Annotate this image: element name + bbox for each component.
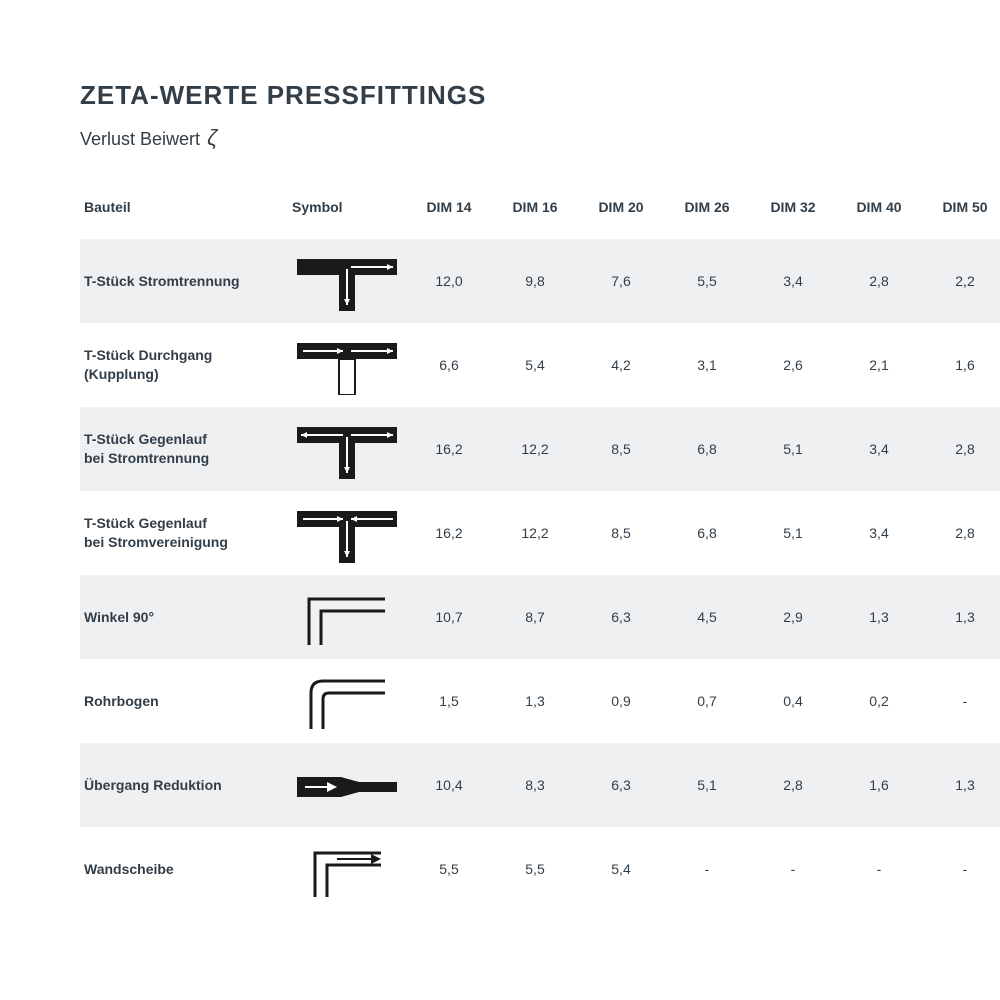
cell-value: 2,1 [836, 323, 922, 407]
cell-value: 2,8 [750, 743, 836, 827]
col-dim16: DIM 16 [492, 189, 578, 239]
cell-value: - [922, 827, 1000, 911]
bend-icon [288, 659, 406, 743]
row-name: T-Stück Stromtrennung [80, 239, 288, 323]
cell-value: 5,5 [664, 239, 750, 323]
cell-value: 2,8 [922, 407, 1000, 491]
cell-value: 12,2 [492, 491, 578, 575]
cell-value: 5,1 [664, 743, 750, 827]
cell-value: 8,5 [578, 491, 664, 575]
cell-value: 5,5 [492, 827, 578, 911]
zeta-symbol: ζ [205, 125, 217, 150]
cell-value: 6,3 [578, 575, 664, 659]
cell-value: 1,6 [922, 323, 1000, 407]
row-name: Übergang Reduktion [80, 743, 288, 827]
cell-value: 12,2 [492, 407, 578, 491]
cell-value: - [922, 659, 1000, 743]
cell-value: 2,2 [922, 239, 1000, 323]
row-name: Wandscheibe [80, 827, 288, 911]
cell-value: 1,3 [922, 575, 1000, 659]
cell-value: 8,3 [492, 743, 578, 827]
col-dim32: DIM 32 [750, 189, 836, 239]
cell-value: 0,9 [578, 659, 664, 743]
col-dim20: DIM 20 [578, 189, 664, 239]
cell-value: 2,6 [750, 323, 836, 407]
table-header-row: Bauteil Symbol DIM 14 DIM 16 DIM 20 DIM … [80, 189, 1000, 239]
cell-value: 4,2 [578, 323, 664, 407]
cell-value: 3,1 [664, 323, 750, 407]
t-through-icon [288, 323, 406, 407]
col-symbol: Symbol [288, 189, 406, 239]
cell-value: - [836, 827, 922, 911]
cell-value: 16,2 [406, 407, 492, 491]
cell-value: 6,6 [406, 323, 492, 407]
cell-value: 8,5 [578, 407, 664, 491]
row-name: T-Stück Gegenlaufbei Stromvereinigung [80, 491, 288, 575]
cell-value: 0,4 [750, 659, 836, 743]
cell-value: 0,7 [664, 659, 750, 743]
table-row: Rohrbogen 1,51,30,90,70,40,2- [80, 659, 1000, 743]
cell-value: 1,6 [836, 743, 922, 827]
cell-value: 0,2 [836, 659, 922, 743]
col-dim14: DIM 14 [406, 189, 492, 239]
cell-value: 1,3 [922, 743, 1000, 827]
cell-value: 5,4 [578, 827, 664, 911]
cell-value: - [664, 827, 750, 911]
reduction-icon [288, 743, 406, 827]
col-dim26: DIM 26 [664, 189, 750, 239]
row-name: Winkel 90° [80, 575, 288, 659]
table-row: T-Stück Gegenlaufbei Stromtrennung 16,21… [80, 407, 1000, 491]
row-name: T-Stück Durchgang (Kupplung) [80, 323, 288, 407]
page-subtitle: Verlust Beiwert ζ [80, 125, 945, 151]
cell-value: 5,4 [492, 323, 578, 407]
cell-value: 6,8 [664, 491, 750, 575]
table-row: T-Stück Gegenlaufbei Stromvereinigung 16… [80, 491, 1000, 575]
angle90-icon [288, 575, 406, 659]
cell-value: 8,7 [492, 575, 578, 659]
cell-value: 1,5 [406, 659, 492, 743]
table-row: Wandscheibe 5,55,55,4---- [80, 827, 1000, 911]
col-dim50: DIM 50 [922, 189, 1000, 239]
cell-value: 6,3 [578, 743, 664, 827]
cell-value: 5,5 [406, 827, 492, 911]
t-counter-split-icon [288, 407, 406, 491]
cell-value: 5,1 [750, 491, 836, 575]
row-name: T-Stück Gegenlaufbei Stromtrennung [80, 407, 288, 491]
table-row: Winkel 90°10,78,76,34,52,91,31,3 [80, 575, 1000, 659]
cell-value: 3,4 [836, 491, 922, 575]
subtitle-prefix: Verlust Beiwert [80, 129, 200, 149]
table-row: T-Stück Durchgang (Kupplung) 6,65,44,23,… [80, 323, 1000, 407]
cell-value: 12,0 [406, 239, 492, 323]
cell-value: 6,8 [664, 407, 750, 491]
cell-value: 1,3 [492, 659, 578, 743]
cell-value: 3,4 [836, 407, 922, 491]
t-counter-merge-icon [288, 491, 406, 575]
col-bauteil: Bauteil [80, 189, 288, 239]
col-dim40: DIM 40 [836, 189, 922, 239]
cell-value: 2,9 [750, 575, 836, 659]
wallplate-icon [288, 827, 406, 911]
cell-value: 2,8 [922, 491, 1000, 575]
cell-value: 10,7 [406, 575, 492, 659]
row-name: Rohrbogen [80, 659, 288, 743]
cell-value: 10,4 [406, 743, 492, 827]
table-row: T-Stück Stromtrennung 12,09,87,65,53,42,… [80, 239, 1000, 323]
cell-value: 16,2 [406, 491, 492, 575]
t-split-icon [288, 239, 406, 323]
cell-value: 1,3 [836, 575, 922, 659]
page-title: ZETA-WERTE PRESSFITTINGS [80, 80, 945, 111]
cell-value: 5,1 [750, 407, 836, 491]
cell-value: 4,5 [664, 575, 750, 659]
cell-value: 9,8 [492, 239, 578, 323]
cell-value: 7,6 [578, 239, 664, 323]
cell-value: 3,4 [750, 239, 836, 323]
table-row: Übergang Reduktion 10,48,36,35,12,81,61,… [80, 743, 1000, 827]
zeta-table: Bauteil Symbol DIM 14 DIM 16 DIM 20 DIM … [80, 189, 1000, 911]
cell-value: - [750, 827, 836, 911]
cell-value: 2,8 [836, 239, 922, 323]
